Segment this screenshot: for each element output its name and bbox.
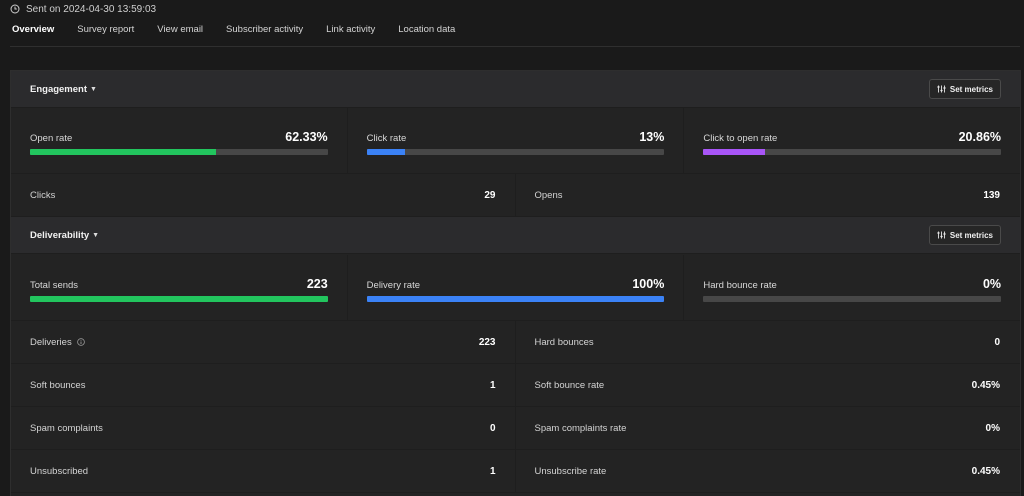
sent-info: Sent on 2024-04-30 13:59:03 — [10, 2, 156, 16]
stat-deliveries: Deliveries 223 — [11, 321, 516, 363]
metric-open-rate: Open rate 62.33% — [11, 108, 348, 173]
stat-value: 0.45% — [971, 379, 1000, 391]
stat-opens: Opens 139 — [516, 174, 1021, 216]
progress-bar — [703, 296, 1002, 302]
deliverability-dropdown[interactable]: Deliverability ▼ — [30, 230, 99, 241]
metric-label: Open rate — [30, 133, 73, 144]
deliverability-stats-row: Unsubscribed 1 Unsubscribe rate 0.45% — [11, 450, 1020, 493]
set-metrics-label: Set metrics — [949, 230, 993, 240]
metric-value: 100% — [632, 277, 665, 291]
deliverability-set-metrics-button[interactable]: Set metrics — [928, 225, 1001, 245]
progress-bar — [366, 296, 665, 302]
engagement-set-metrics-button[interactable]: Set metrics — [928, 79, 1001, 99]
set-metrics-label: Set metrics — [949, 84, 993, 94]
deliverability-title: Deliverability — [30, 229, 90, 241]
report-panel: Engagement ▼ Set metrics Open rate 62.33… — [10, 70, 1021, 496]
info-icon[interactable] — [76, 338, 85, 346]
stat-value: 0% — [985, 422, 1000, 434]
metric-label: Total sends — [30, 280, 79, 291]
metric-value: 223 — [306, 277, 328, 291]
stat-unsubscribe-rate: Unsubscribe rate 0.45% — [516, 450, 1021, 492]
stat-clicks: Clicks 29 — [11, 174, 516, 216]
metric-value: 0% — [982, 277, 1002, 291]
metric-label: Hard bounce rate — [703, 280, 777, 291]
progress-bar-fill — [703, 149, 766, 155]
progress-bar-fill — [366, 149, 406, 155]
metric-click-rate: Click rate 13% — [348, 108, 685, 173]
stat-value: 0 — [994, 336, 1000, 348]
progress-bar — [30, 149, 328, 155]
stat-label: Opens — [534, 189, 563, 201]
progress-bar — [703, 149, 1002, 155]
metric-value: 62.33% — [285, 130, 328, 144]
deliverability-header: Deliverability ▼ Set metrics — [11, 217, 1020, 254]
progress-bar-fill — [30, 296, 328, 302]
stat-spam-complaints-rate: Spam complaints rate 0% — [516, 407, 1021, 449]
progress-bar — [30, 296, 328, 302]
stat-label: Soft bounces — [30, 379, 86, 391]
metric-total-sends: Total sends 223 — [11, 255, 348, 320]
stat-label: Clicks — [30, 189, 56, 201]
engagement-dropdown[interactable]: Engagement ▼ — [30, 84, 97, 95]
stat-unsubscribed: Unsubscribed 1 — [11, 450, 516, 492]
clock-icon — [10, 4, 20, 14]
tabs-divider — [10, 46, 1020, 47]
stat-label-with-info: Deliveries — [30, 337, 85, 348]
engagement-title: Engagement — [30, 83, 88, 95]
engagement-header: Engagement ▼ Set metrics — [11, 71, 1020, 108]
stat-value: 0.45% — [971, 465, 1000, 477]
tab-view-email[interactable]: View email — [157, 24, 204, 35]
metric-label: Click to open rate — [703, 133, 778, 144]
progress-bar-fill — [30, 149, 216, 155]
tab-overview[interactable]: Overview — [12, 24, 55, 35]
stat-value: 1 — [489, 465, 496, 477]
sliders-icon — [937, 231, 946, 239]
tab-subscriber-activity[interactable]: Subscriber activity — [226, 24, 304, 35]
stat-label: Spam complaints rate — [534, 422, 627, 434]
metric-delivery-rate: Delivery rate 100% — [348, 255, 685, 320]
stat-soft-bounce-rate: Soft bounce rate 0.45% — [516, 364, 1021, 406]
stat-spam-complaints: Spam complaints 0 — [11, 407, 516, 449]
stat-value: 29 — [484, 189, 496, 201]
sent-timestamp: Sent on 2024-04-30 13:59:03 — [26, 3, 157, 15]
caret-down-icon: ▼ — [92, 231, 100, 239]
stat-soft-bounces: Soft bounces 1 — [11, 364, 516, 406]
progress-bar — [366, 149, 665, 155]
stat-label: Hard bounces — [534, 336, 594, 348]
deliverability-metrics-row: Total sends 223 Delivery rate 100% Hard … — [11, 255, 1020, 321]
caret-down-icon: ▼ — [90, 85, 97, 93]
metric-hard-bounce-rate: Hard bounce rate 0% — [684, 255, 1020, 320]
stat-hard-bounces: Hard bounces 0 — [516, 321, 1021, 363]
tab-bar: Overview Survey report View email Subscr… — [12, 22, 1024, 46]
stat-label: Spam complaints — [30, 422, 103, 434]
deliverability-stats-row: Spam complaints 0 Spam complaints rate 0… — [11, 407, 1020, 450]
metric-value: 13% — [639, 130, 665, 144]
stat-label: Unsubscribed — [30, 465, 89, 477]
stat-value: 223 — [478, 336, 496, 348]
metric-label: Click rate — [366, 133, 407, 144]
metric-label: Delivery rate — [366, 280, 420, 291]
stat-label: Deliveries — [30, 336, 72, 348]
stat-value: 139 — [983, 189, 1000, 201]
stat-value: 1 — [489, 379, 496, 391]
deliverability-stats-row: Deliveries 223 Hard bounces 0 — [11, 321, 1020, 364]
tab-location-data[interactable]: Location data — [398, 24, 456, 35]
metric-value: 20.86% — [958, 130, 1002, 144]
metric-click-to-open-rate: Click to open rate 20.86% — [684, 108, 1020, 173]
engagement-metrics-row: Open rate 62.33% Click rate 13% Click to… — [11, 108, 1020, 174]
stat-value: 0 — [489, 422, 496, 434]
progress-bar-fill — [366, 296, 665, 302]
engagement-stats-row: Clicks 29 Opens 139 — [11, 174, 1020, 217]
tab-survey-report[interactable]: Survey report — [77, 24, 135, 35]
stat-label: Unsubscribe rate — [534, 465, 607, 477]
stat-label: Soft bounce rate — [534, 379, 605, 391]
sliders-icon — [937, 85, 946, 93]
deliverability-stats-row: Soft bounces 1 Soft bounce rate 0.45% — [11, 364, 1020, 407]
tab-link-activity[interactable]: Link activity — [326, 24, 376, 35]
